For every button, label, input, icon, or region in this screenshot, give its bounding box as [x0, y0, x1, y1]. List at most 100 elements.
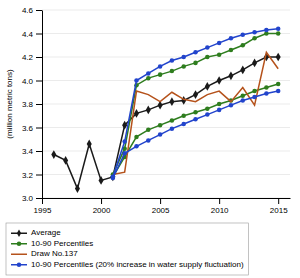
- tick-label: 4.2: [22, 53, 34, 62]
- plot: 1995 2000 2005 2010 2015 3.0 3.2 3.4 3.6 3.8 4.0 4.…: [22, 6, 291, 215]
- point: [241, 98, 246, 103]
- point: [228, 71, 233, 80]
- chart: 1995 2000 2005 2010 2015 3.0 3.2 3.4 3.6 3.8 4.0 4.…: [0, 0, 300, 278]
- tick-label: 4.0: [22, 77, 34, 86]
- point: [158, 72, 163, 77]
- legend-item: Draw No.137: [11, 249, 78, 258]
- point: [217, 52, 222, 57]
- point: [134, 78, 139, 83]
- point: [170, 126, 175, 131]
- point: [158, 64, 163, 69]
- tick-label: 4.6: [22, 6, 34, 15]
- point: [217, 102, 222, 107]
- point: [205, 106, 210, 111]
- grid-line: [42, 198, 290, 199]
- point: [193, 90, 198, 99]
- point: [193, 110, 198, 115]
- line: [113, 52, 278, 174]
- point: [146, 128, 151, 133]
- tick-label: 1995: [34, 206, 52, 215]
- tick-mark: [36, 198, 42, 199]
- y-axis-title: (million metric tons): [5, 69, 14, 139]
- tick-label: 2010: [211, 206, 229, 215]
- series: [111, 89, 281, 180]
- legend-box: [6, 223, 249, 275]
- axis-line: [43, 198, 291, 199]
- point: [146, 71, 151, 76]
- tick-label: 3.4: [22, 147, 34, 156]
- point: [205, 112, 210, 117]
- point: [193, 117, 198, 122]
- point: [134, 144, 139, 149]
- tick-label: 2015: [270, 206, 288, 215]
- point: [158, 123, 163, 128]
- line: [113, 29, 278, 177]
- tick: 2000: [93, 198, 111, 215]
- point: [205, 55, 210, 60]
- tick-mark: [36, 128, 42, 129]
- legend-item: 10-90 Percentiles: [11, 239, 93, 248]
- tick-mark: [42, 198, 43, 204]
- line: [113, 91, 278, 178]
- point: [134, 135, 139, 140]
- legend-item: Average: [11, 228, 61, 237]
- point: [181, 122, 186, 127]
- y-axis: 3.0 3.2 3.4 3.6 3.8 4.0 4.2 4.4 4.6: [22, 6, 43, 203]
- legend-label: 10-90 Percentiles: [31, 239, 93, 248]
- point: [122, 151, 127, 156]
- point: [276, 53, 281, 62]
- grid: [42, 10, 290, 198]
- point: [252, 59, 257, 68]
- point: [193, 50, 198, 55]
- point: [276, 89, 281, 94]
- point: [252, 95, 257, 100]
- point: [252, 36, 257, 41]
- point: [87, 140, 92, 149]
- tick-label: 3.6: [22, 124, 34, 133]
- tick-mark: [36, 10, 42, 11]
- series: [111, 27, 281, 180]
- tick: 4.0: [22, 77, 42, 86]
- point: [264, 85, 269, 90]
- tick-mark: [219, 198, 220, 204]
- tick: 3.4: [22, 147, 42, 156]
- grid-line: [42, 127, 290, 128]
- tick: 2015: [270, 198, 288, 215]
- tick: 4.2: [22, 53, 42, 62]
- point: [240, 66, 245, 75]
- point: [75, 184, 80, 193]
- point: [276, 82, 281, 87]
- axis-line: [42, 11, 43, 199]
- point: [134, 109, 139, 118]
- grid-line: [42, 174, 290, 175]
- legend: Average 10-90 PercentilesDraw No.137 10-90…: [6, 223, 249, 275]
- legend-item: 10-90 Percentiles (20% increase in water…: [11, 260, 244, 269]
- tick-label: 3.0: [22, 194, 34, 203]
- legend-label: Draw No.137: [31, 249, 78, 258]
- point: [99, 176, 104, 185]
- point: [170, 69, 175, 74]
- point: [146, 138, 151, 143]
- tick: 4.6: [22, 6, 42, 15]
- tick-label: 2005: [152, 206, 170, 215]
- tick: 3.8: [22, 100, 42, 109]
- point: [264, 91, 269, 96]
- tick-mark: [160, 198, 161, 204]
- tick-mark: [36, 57, 42, 58]
- point: [51, 150, 56, 159]
- line: [113, 34, 278, 175]
- point: [252, 89, 257, 94]
- tick-label: 3.8: [22, 100, 34, 109]
- tick: 3.2: [22, 171, 42, 180]
- point: [241, 32, 246, 37]
- point: [276, 31, 281, 36]
- tick-mark: [36, 175, 42, 176]
- legend-swatch: [11, 254, 27, 256]
- point: [193, 61, 198, 66]
- tick: 4.4: [22, 30, 42, 39]
- legend-symbol: [17, 230, 21, 237]
- legend-symbol: [17, 262, 22, 267]
- legend-symbol: [17, 241, 22, 246]
- point: [181, 64, 186, 69]
- x-axis: 1995 2000 2005 2010 2015: [34, 198, 291, 215]
